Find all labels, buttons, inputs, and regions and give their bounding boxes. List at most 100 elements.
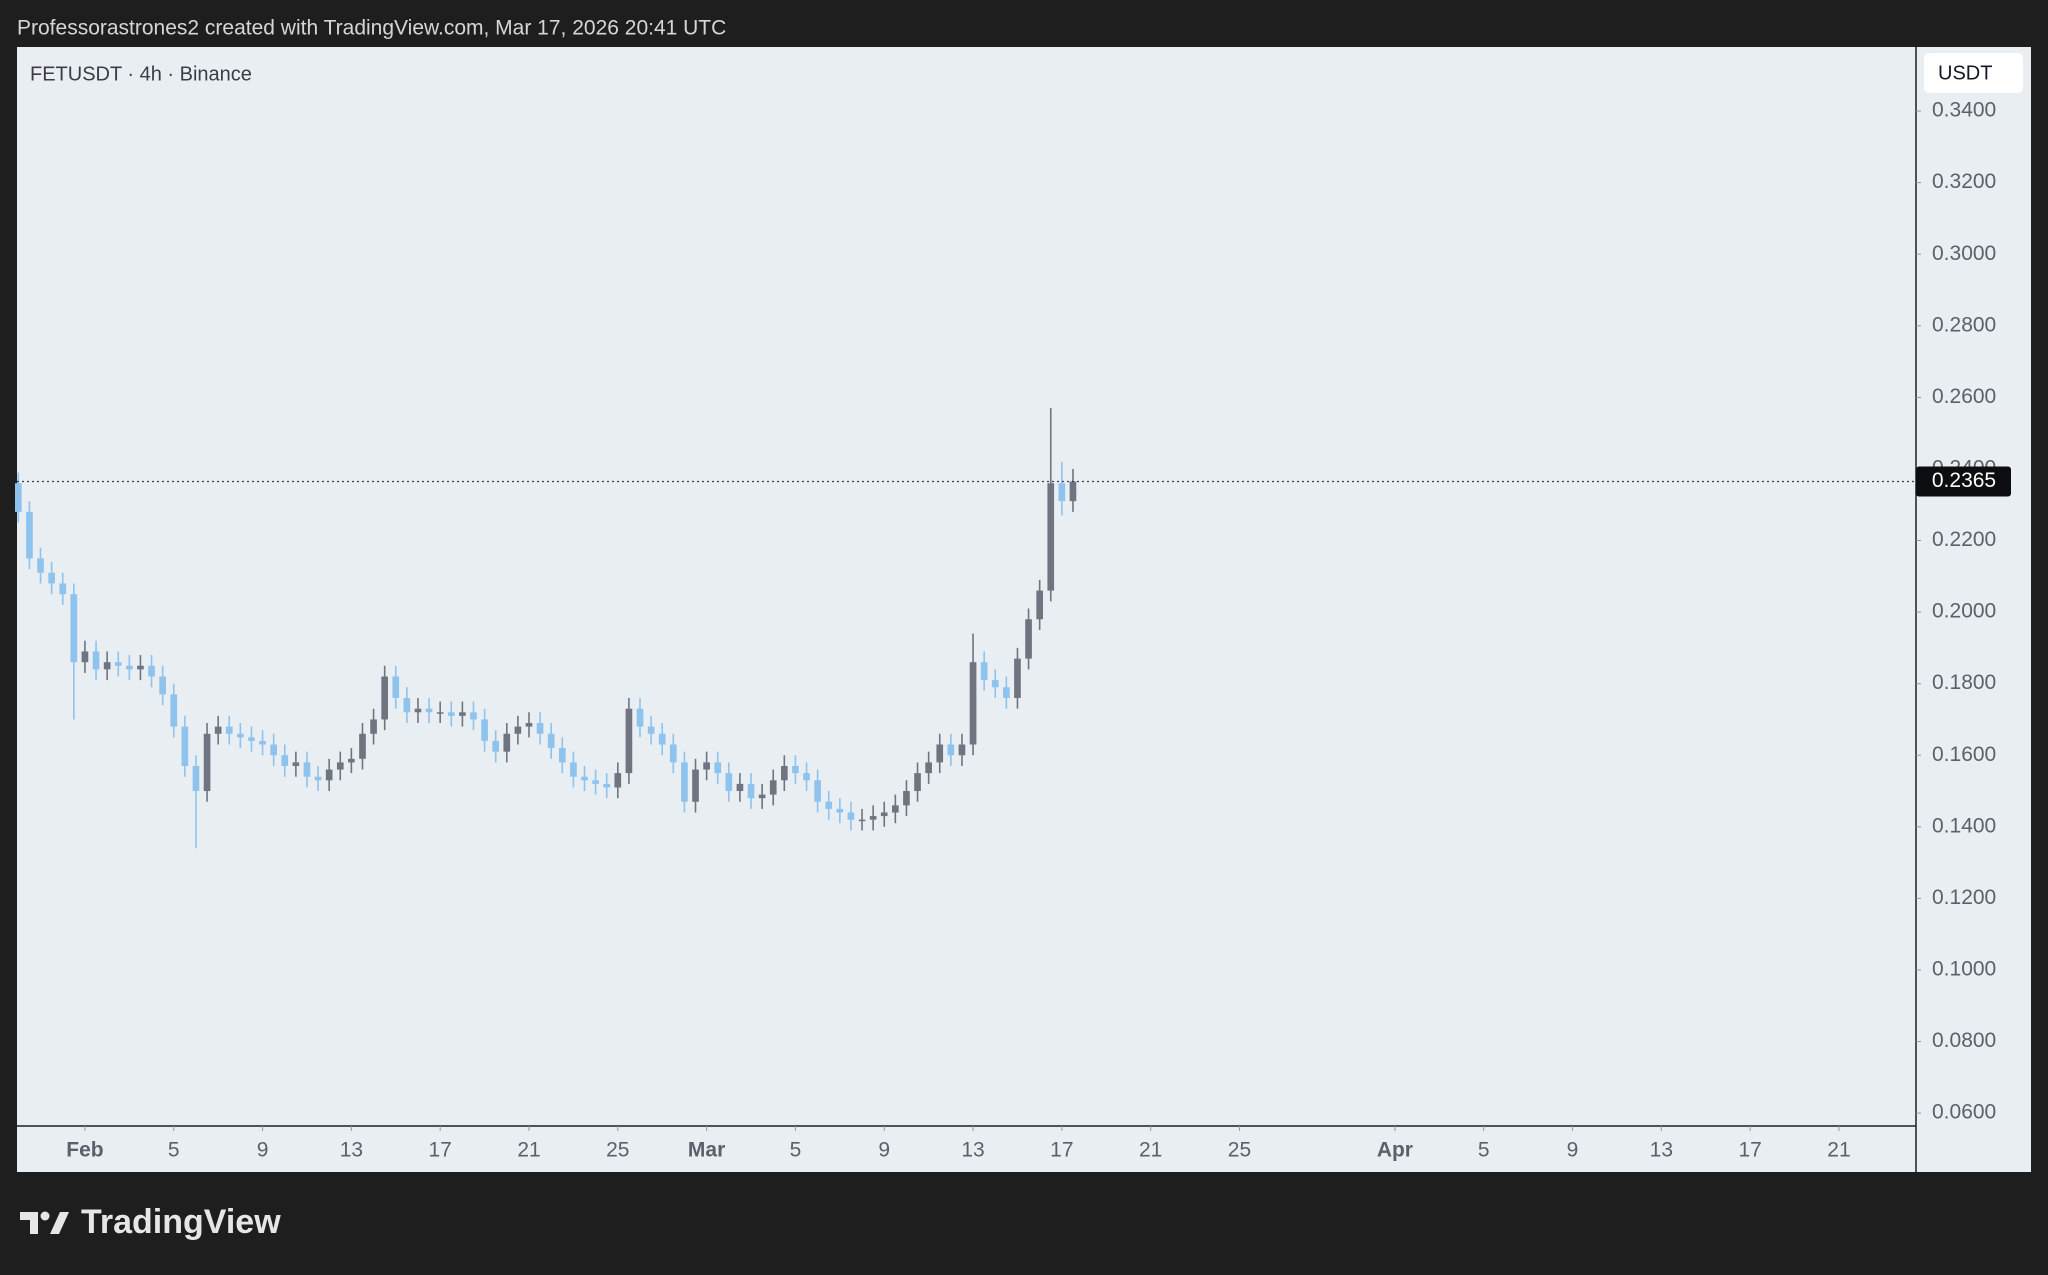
candle-body	[758, 794, 766, 799]
candle-body	[792, 765, 799, 774]
candle-body	[15, 483, 22, 512]
chart-area	[17, 47, 2031, 1172]
x-tick-label: 9	[1567, 1139, 1579, 1162]
x-tick-label: Mar	[688, 1139, 725, 1162]
candle-body	[492, 740, 500, 752]
y-tick-label: 0.1400	[1932, 814, 1996, 837]
logo-mark	[40, 1211, 50, 1221]
candle-body	[1014, 658, 1021, 698]
x-tick-label: 25	[1228, 1139, 1251, 1162]
x-tick-label: 5	[168, 1139, 180, 1162]
candle-body	[825, 801, 833, 809]
price-label: 0.2365	[1932, 469, 1996, 492]
candle-body	[736, 783, 744, 792]
x-tick-label: 9	[257, 1139, 269, 1162]
candle-body	[1047, 483, 1055, 591]
y-tick-label: 0.2200	[1932, 528, 1996, 551]
x-tick-label: 9	[878, 1139, 890, 1162]
candle-body	[669, 744, 677, 763]
candle-body	[503, 733, 511, 752]
candle-body	[947, 744, 955, 756]
y-tick-label: 0.2000	[1932, 600, 1996, 623]
y-tick-label: 0.0600	[1932, 1101, 1996, 1124]
candle-body	[281, 755, 289, 766]
x-tick-label: 21	[1827, 1139, 1850, 1162]
y-tick-label: 0.0800	[1932, 1029, 1996, 1052]
y-tick-label: 0.2800	[1932, 313, 1996, 336]
candle-body	[81, 651, 89, 663]
candle-body	[836, 808, 844, 813]
candle-body	[314, 776, 322, 781]
candle-body	[114, 662, 122, 666]
candle-body	[1069, 481, 1077, 502]
x-tick-label: 17	[1738, 1139, 1761, 1162]
y-tick-label: 0.3000	[1932, 242, 1996, 265]
x-tick-label: 13	[1650, 1139, 1673, 1162]
candle-body	[203, 733, 211, 792]
candle-body	[1036, 590, 1043, 620]
candle-body	[636, 708, 644, 727]
candle-body	[725, 773, 733, 792]
candle-body	[603, 783, 611, 788]
candle-body	[459, 712, 466, 716]
plot: 0.0600 0.0800 0.1000 0.1200 0.1400 0.1600 0.18…	[15, 99, 2011, 1162]
candle-body	[359, 733, 366, 759]
y-tick-label: 0.3200	[1932, 170, 1996, 193]
candle-body	[259, 740, 266, 745]
currency-box	[1924, 53, 2023, 93]
candle-body	[248, 737, 255, 741]
candle-body	[26, 511, 33, 559]
candle-body	[592, 780, 599, 784]
candle-body	[570, 762, 577, 777]
candle-body	[803, 773, 810, 781]
candle-body	[536, 723, 544, 734]
candle-body	[903, 791, 910, 806]
candle-body	[647, 726, 655, 734]
x-tick-label: Feb	[66, 1139, 103, 1162]
candle-body	[392, 676, 400, 698]
x-tick-label: 17	[1050, 1139, 1073, 1162]
candle-body	[692, 769, 699, 802]
x-tick-label: 13	[961, 1139, 984, 1162]
candle-body	[37, 558, 44, 573]
candle-body	[980, 662, 988, 681]
y-tick-label: 0.3400	[1932, 99, 1996, 122]
candle-body	[892, 805, 899, 813]
x-tick-label: 21	[1139, 1139, 1162, 1162]
candle-body	[581, 776, 588, 781]
candle-body	[270, 744, 277, 756]
y-tick-label: 0.1000	[1932, 958, 1996, 981]
candle-body	[59, 583, 67, 595]
y-tick-label: 0.1800	[1932, 671, 1996, 694]
x-tick-label: Apr	[1377, 1139, 1413, 1162]
candle-body	[214, 726, 222, 734]
candle-body	[92, 651, 100, 670]
header-text: Professorastrones2 created with TradingV…	[17, 17, 726, 40]
candle-body	[336, 762, 344, 770]
candle-body	[137, 665, 144, 670]
candle-body	[1058, 483, 1066, 502]
candle-body	[70, 594, 78, 663]
x-tick-label: 13	[340, 1139, 363, 1162]
currency-label: USDT	[1938, 62, 1992, 84]
candle-body	[1003, 687, 1010, 698]
candle-body	[880, 812, 888, 817]
candle-body	[769, 780, 777, 795]
x-tick-label: 5	[790, 1139, 802, 1162]
candle-body	[958, 744, 966, 756]
candle-body	[625, 708, 633, 774]
candle-body	[192, 765, 200, 792]
candle-body	[1025, 619, 1032, 659]
candle-body	[126, 665, 133, 670]
candle-body	[303, 762, 311, 777]
candle-body	[170, 694, 178, 727]
logo-mark	[20, 1212, 38, 1234]
candle-body	[847, 812, 855, 820]
candle-body	[991, 680, 999, 688]
candle-body	[481, 719, 488, 741]
x-tick-label: 25	[606, 1139, 629, 1162]
candle-body	[925, 762, 932, 774]
candle-body	[436, 712, 444, 714]
